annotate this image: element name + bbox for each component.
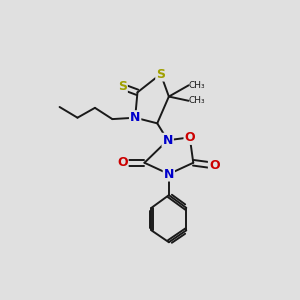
Text: O: O xyxy=(184,131,195,144)
Text: CH₃: CH₃ xyxy=(189,96,205,105)
Text: O: O xyxy=(209,159,220,172)
Text: N: N xyxy=(163,134,173,147)
Text: CH₃: CH₃ xyxy=(189,81,205,90)
Text: N: N xyxy=(130,111,140,124)
Text: N: N xyxy=(164,167,174,181)
Text: S: S xyxy=(156,68,165,80)
Text: S: S xyxy=(118,80,127,93)
Text: O: O xyxy=(117,156,128,169)
